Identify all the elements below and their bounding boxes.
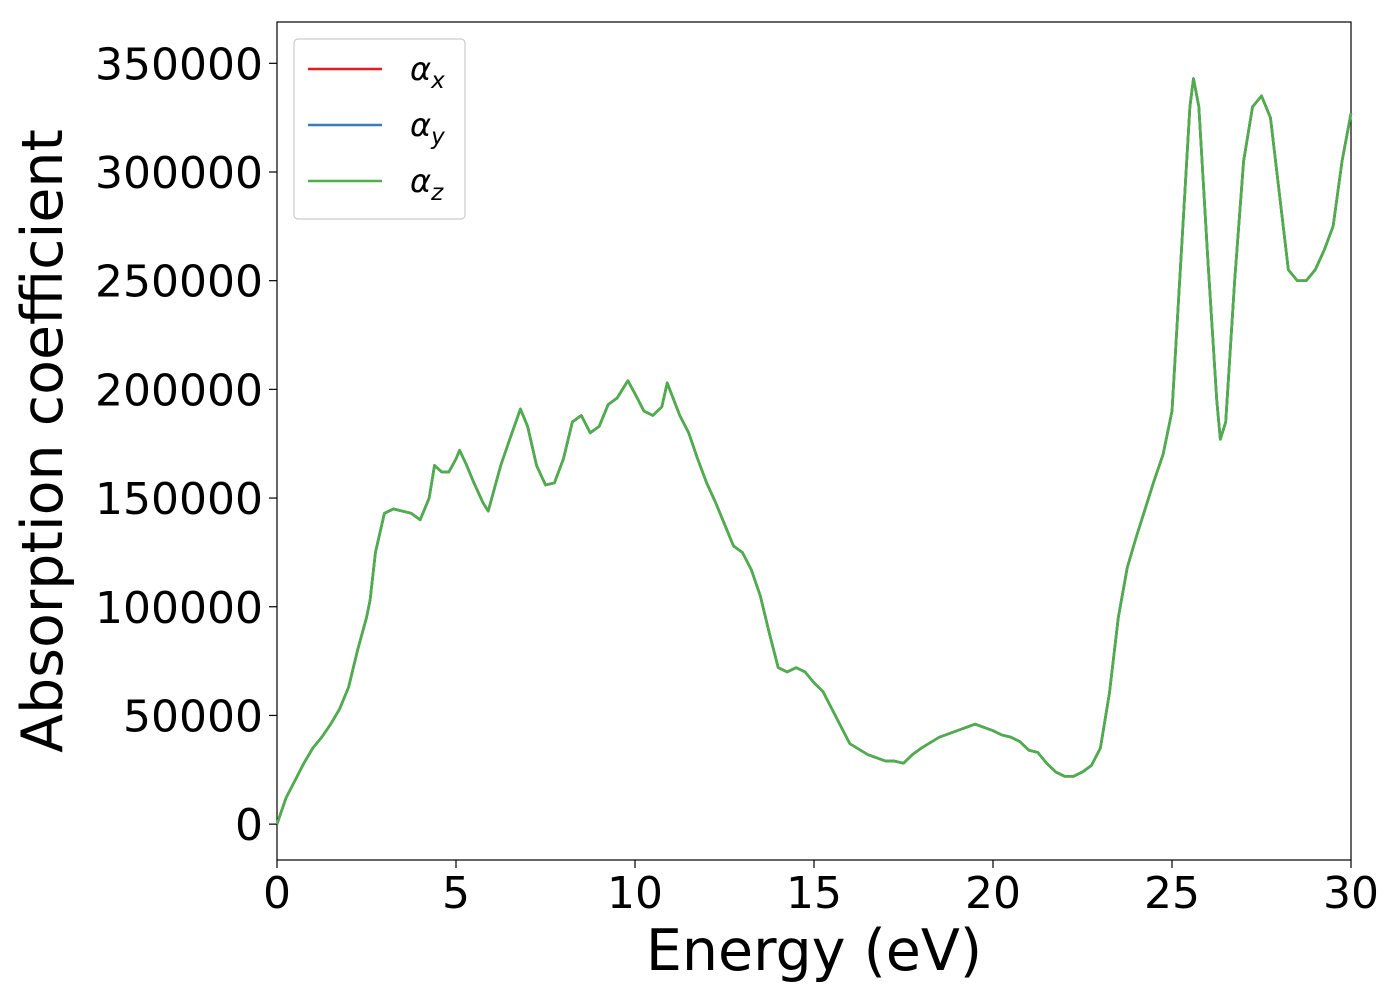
y-tick-label: 0: [235, 800, 263, 851]
y-tick-label: 350000: [95, 39, 263, 90]
x-tick-label: 5: [442, 868, 470, 919]
legend-box: [293, 38, 466, 220]
y-tick-label: 50000: [123, 691, 263, 742]
legend-label: αx: [410, 50, 445, 94]
x-tick-label: 10: [607, 868, 663, 919]
x-tick-label: 0: [263, 868, 291, 919]
y-tick-label: 200000: [95, 365, 263, 416]
series-line: [275, 77, 1353, 825]
x-tick-label: 20: [965, 868, 1021, 919]
x-tick-label: 15: [786, 868, 842, 919]
y-tick-label: 300000: [95, 148, 263, 199]
y-axis-label: Absorption coefficient: [10, 129, 76, 753]
y-tick-label: 100000: [95, 583, 263, 634]
x-axis-label: Energy (eV): [646, 918, 982, 984]
y-tick-label: 250000: [95, 257, 263, 308]
legend-label: αz: [410, 162, 444, 206]
legend-label: αy: [410, 106, 445, 150]
y-tick-label: 150000: [95, 474, 263, 525]
x-tick-label: 25: [1144, 868, 1200, 919]
x-tick-label: 30: [1323, 868, 1379, 919]
